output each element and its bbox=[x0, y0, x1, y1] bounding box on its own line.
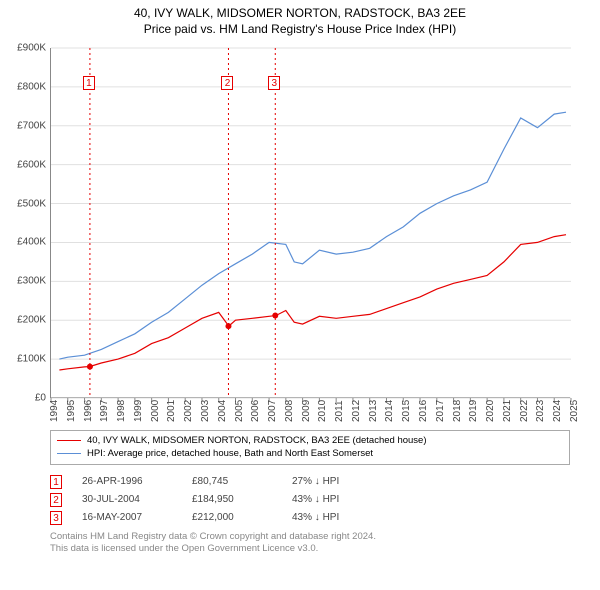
x-tick-label: 2016 bbox=[414, 400, 429, 422]
x-tick-label: 2006 bbox=[246, 400, 261, 422]
sales-row: 2 30-JUL-2004 £184,950 43% ↓ HPI bbox=[50, 493, 570, 507]
x-tick-label: 1995 bbox=[62, 400, 77, 422]
y-tick-label: £500K bbox=[17, 198, 50, 209]
x-tick-label: 2010 bbox=[313, 400, 328, 422]
x-tick-label: 1998 bbox=[112, 400, 127, 422]
x-tick-label: 2025 bbox=[565, 400, 580, 422]
y-tick-label: £800K bbox=[17, 81, 50, 92]
sales-pct: 27% ↓ HPI bbox=[292, 476, 382, 487]
x-tick-label: 2002 bbox=[179, 400, 194, 422]
sale-marker-box: 1 bbox=[83, 76, 95, 90]
legend-label-2: HPI: Average price, detached house, Bath… bbox=[87, 447, 373, 460]
legend-box: 40, IVY WALK, MIDSOMER NORTON, RADSTOCK,… bbox=[50, 430, 570, 465]
x-tick-label: 2021 bbox=[498, 400, 513, 422]
sales-price: £184,950 bbox=[192, 494, 272, 505]
y-tick-label: £400K bbox=[17, 237, 50, 248]
sale-marker-box: 3 bbox=[268, 76, 280, 90]
sales-table: 1 26-APR-1996 £80,745 27% ↓ HPI 2 30-JUL-2004… bbox=[50, 475, 570, 525]
footnote-line1: Contains HM Land Registry data © Crown c… bbox=[50, 531, 570, 543]
legend-swatch-2 bbox=[57, 453, 81, 454]
sales-num: 1 bbox=[50, 475, 62, 489]
y-tick-label: £700K bbox=[17, 120, 50, 131]
y-tick-label: £200K bbox=[17, 315, 50, 326]
x-tick-label: 1999 bbox=[129, 400, 144, 422]
x-tick-label: 2014 bbox=[380, 400, 395, 422]
legend-swatch-1 bbox=[57, 440, 81, 441]
x-tick-label: 2022 bbox=[515, 400, 530, 422]
sales-price: £80,745 bbox=[192, 476, 272, 487]
x-tick-label: 2001 bbox=[162, 400, 177, 422]
x-tick-label: 2007 bbox=[263, 400, 278, 422]
x-tick-label: 2017 bbox=[431, 400, 446, 422]
x-tick-label: 1994 bbox=[45, 400, 60, 422]
x-tick-label: 2019 bbox=[464, 400, 479, 422]
x-tick-label: 1997 bbox=[95, 400, 110, 422]
page: 40, IVY WALK, MIDSOMER NORTON, RADSTOCK,… bbox=[0, 0, 600, 590]
y-tick-label: £300K bbox=[17, 276, 50, 287]
y-tick-label: £900K bbox=[17, 43, 50, 54]
x-tick-label: 2024 bbox=[548, 400, 563, 422]
x-tick-label: 2018 bbox=[448, 400, 463, 422]
x-tick-label: 2005 bbox=[230, 400, 245, 422]
sales-date: 16-MAY-2007 bbox=[82, 512, 172, 523]
x-tick-label: 2009 bbox=[297, 400, 312, 422]
x-tick-label: 2015 bbox=[397, 400, 412, 422]
y-tick-label: £600K bbox=[17, 159, 50, 170]
x-tick-label: 2020 bbox=[481, 400, 496, 422]
title-line2: Price paid vs. HM Land Registry's House … bbox=[0, 22, 600, 38]
legend-and-notes: 40, IVY WALK, MIDSOMER NORTON, RADSTOCK,… bbox=[50, 430, 570, 555]
sales-num: 2 bbox=[50, 493, 62, 507]
plot-svg bbox=[51, 48, 570, 397]
x-tick-label: 2011 bbox=[330, 400, 345, 422]
footnote-line2: This data is licensed under the Open Gov… bbox=[50, 543, 570, 555]
legend-row-1: 40, IVY WALK, MIDSOMER NORTON, RADSTOCK,… bbox=[57, 434, 563, 447]
sales-date: 30-JUL-2004 bbox=[82, 494, 172, 505]
chart-area: 123£0£100K£200K£300K£400K£500K£600K£700K… bbox=[50, 48, 570, 398]
sales-date: 26-APR-1996 bbox=[82, 476, 172, 487]
sales-price: £212,000 bbox=[192, 512, 272, 523]
x-tick-label: 2008 bbox=[280, 400, 295, 422]
x-tick-label: 2023 bbox=[531, 400, 546, 422]
sales-num: 3 bbox=[50, 511, 62, 525]
sales-row: 3 16-MAY-2007 £212,000 43% ↓ HPI bbox=[50, 511, 570, 525]
x-tick-label: 2000 bbox=[146, 400, 161, 422]
x-tick-label: 2013 bbox=[364, 400, 379, 422]
y-tick-label: £100K bbox=[17, 354, 50, 365]
sales-pct: 43% ↓ HPI bbox=[292, 494, 382, 505]
sales-pct: 43% ↓ HPI bbox=[292, 512, 382, 523]
title-line1: 40, IVY WALK, MIDSOMER NORTON, RADSTOCK,… bbox=[0, 6, 600, 22]
x-tick-label: 2004 bbox=[213, 400, 228, 422]
x-tick-label: 1996 bbox=[79, 400, 94, 422]
legend-label-1: 40, IVY WALK, MIDSOMER NORTON, RADSTOCK,… bbox=[87, 434, 427, 447]
x-tick-label: 2012 bbox=[347, 400, 362, 422]
sales-row: 1 26-APR-1996 £80,745 27% ↓ HPI bbox=[50, 475, 570, 489]
x-tick-label: 2003 bbox=[196, 400, 211, 422]
plot-area bbox=[50, 48, 570, 398]
sale-marker-box: 2 bbox=[221, 76, 233, 90]
chart-title: 40, IVY WALK, MIDSOMER NORTON, RADSTOCK,… bbox=[0, 0, 600, 37]
footnote: Contains HM Land Registry data © Crown c… bbox=[50, 531, 570, 556]
legend-row-2: HPI: Average price, detached house, Bath… bbox=[57, 447, 563, 460]
